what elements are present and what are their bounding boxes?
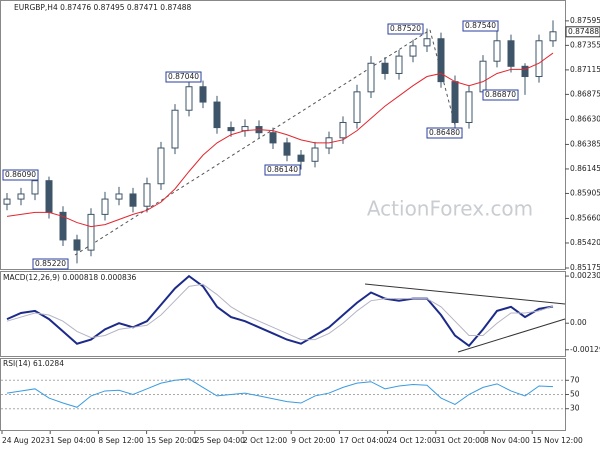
y-tick-label: 0.85905 <box>570 188 600 197</box>
y-tick-label: 0.002301 <box>570 271 600 280</box>
candle-body <box>87 213 95 251</box>
annotation-box <box>482 89 519 101</box>
candle-body <box>59 211 67 241</box>
x-tick-label: 17 Oct 04:00 <box>339 436 388 445</box>
annotation-box <box>165 71 202 83</box>
annotation-box <box>264 164 301 176</box>
candle-body <box>157 147 165 185</box>
watermark: ActionForex.com <box>367 197 533 221</box>
y-tick-label: 30 <box>570 404 580 413</box>
y-tick-label: -0.001295 <box>570 345 600 354</box>
candle-body <box>143 183 151 207</box>
indicator-line <box>6 274 554 348</box>
candle-body <box>129 193 137 207</box>
candle-body <box>409 45 417 57</box>
candle-body <box>101 198 109 215</box>
candle-body <box>171 109 179 149</box>
annotation: 0.87520 <box>390 24 421 33</box>
y-tick-label: 0.87595 <box>570 16 600 25</box>
candle-body <box>395 55 403 74</box>
annotation: 0.86870 <box>485 90 516 99</box>
annotation: 0.86090 <box>5 170 36 179</box>
candle-body <box>465 91 473 123</box>
candle-body <box>521 65 529 78</box>
candle-body <box>17 193 25 200</box>
macd-trend-line <box>457 318 566 353</box>
annotation-box <box>32 258 69 270</box>
candle-body <box>199 86 207 103</box>
macd-panel <box>0 271 566 357</box>
candle-body <box>493 40 501 62</box>
y-tick-label: 0.86875 <box>570 89 600 98</box>
y-tick-label: 0.87115 <box>570 65 600 74</box>
candle-body <box>549 31 557 42</box>
y-tick-label: 0.86145 <box>570 164 600 173</box>
trend-line <box>74 29 431 256</box>
macd-trend-line <box>364 283 566 305</box>
last-price-box <box>565 26 600 38</box>
y-tick-label: 0.87355 <box>570 40 600 49</box>
x-tick-label: 31 Oct 20:00 <box>436 436 485 445</box>
x-tick-label: 9 Oct 20:00 <box>291 436 335 445</box>
annotation-box <box>2 169 39 181</box>
y-tick-label: 50 <box>570 390 580 399</box>
x-tick-label: 15 Nov 12:00 <box>532 436 583 445</box>
chart-title: EURGBP,H4 0.87476 0.87495 0.87471 0.8748… <box>14 3 192 12</box>
candle-body <box>185 86 193 111</box>
y-tick-label: 0.85175 <box>570 263 600 272</box>
indicator-line <box>6 283 554 341</box>
moving-average <box>6 52 554 228</box>
annotation: 0.87540 <box>465 21 496 30</box>
candle-body <box>115 193 123 200</box>
candle-body <box>227 127 235 132</box>
y-tick-label: 70 <box>570 375 580 384</box>
price-panel <box>0 0 566 270</box>
candle-body <box>339 121 347 139</box>
x-tick-label: 24 Aug 2023 <box>2 436 50 445</box>
annotation: 0.86140 <box>267 165 298 174</box>
candle-body <box>535 40 543 78</box>
macd-title: MACD(12,26,9) 0.000818 0.000836 <box>3 273 137 282</box>
x-tick-label: 8 Sep 12:00 <box>98 436 144 445</box>
annotation-box <box>426 127 463 139</box>
candle-body <box>3 198 11 205</box>
candle-body <box>381 62 389 74</box>
candle-body <box>353 91 361 123</box>
y-tick-label: 0.00 <box>570 318 587 327</box>
candle-body <box>45 180 53 213</box>
last-price-label: 0.87488 <box>568 27 599 36</box>
candle-body <box>269 132 277 144</box>
x-tick-label: 8 Nov 04:00 <box>484 436 530 445</box>
annotation: 0.85220 <box>35 259 66 268</box>
rsi-title: RSI(14) 61.0284 <box>3 359 64 368</box>
x-tick-label: 2 Oct 12:00 <box>243 436 287 445</box>
x-tick-label: 15 Sep 20:00 <box>147 436 197 445</box>
y-tick-label: 0.86630 <box>570 114 600 123</box>
y-tick-label: 0.85660 <box>570 213 600 222</box>
candle-body <box>423 38 431 47</box>
x-tick-label: 24 Oct 12:00 <box>388 436 437 445</box>
annotation: 0.87040 <box>168 72 199 81</box>
x-tick-label: 25 Sep 04:00 <box>195 436 245 445</box>
candle-body <box>437 38 445 83</box>
y-tick-label: 0.86385 <box>570 139 600 148</box>
candle-body <box>283 142 291 156</box>
annotation-box <box>387 23 424 35</box>
indicator-line <box>6 378 554 408</box>
candle-body <box>297 154 305 162</box>
candle-body <box>311 147 319 162</box>
x-tick-label: 1 Sep 04:00 <box>50 436 96 445</box>
candle-body <box>507 40 515 67</box>
y-tick-label: 0.85420 <box>570 238 600 247</box>
candle-body <box>73 239 81 251</box>
candle-body <box>367 62 375 93</box>
annotation: 0.86480 <box>429 128 460 137</box>
annotation-box <box>462 20 499 32</box>
candle-body <box>479 60 487 93</box>
candle-body <box>451 81 459 123</box>
candle-body <box>213 101 221 129</box>
candle-body <box>31 180 39 195</box>
